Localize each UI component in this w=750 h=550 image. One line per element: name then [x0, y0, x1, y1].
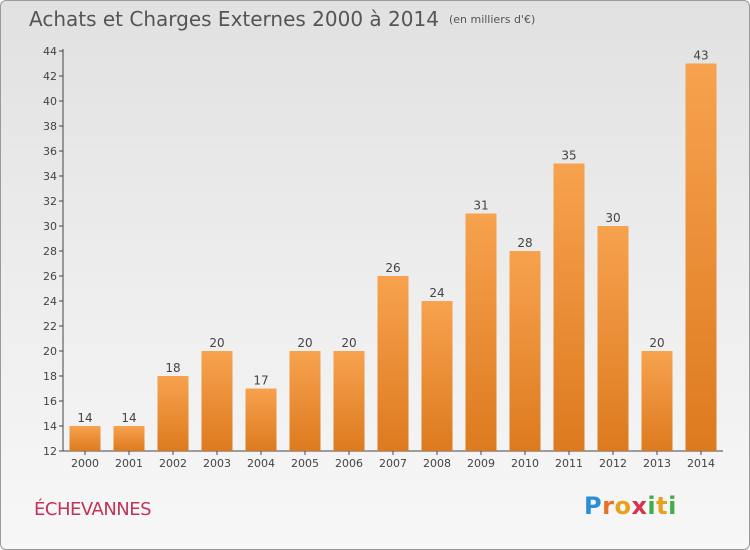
y-tick-label: 20 [43, 345, 57, 358]
y-tick-label: 30 [43, 220, 57, 233]
data-label: 43 [693, 49, 708, 63]
title-text: Achats et Charges Externes 2000 à 2014 [29, 7, 439, 31]
y-tick-label: 12 [43, 445, 57, 458]
data-labels: 14 14 18 20 17 20 20 26 24 31 28 35 30 20 43 [77, 49, 708, 426]
bar-2008 [421, 301, 453, 451]
bar-2009 [465, 213, 497, 451]
data-label: 35 [561, 149, 576, 163]
y-tick-label: 14 [43, 420, 57, 433]
x-tick-label: 2014 [687, 457, 715, 470]
bars [69, 63, 717, 451]
bar-2004 [245, 388, 277, 451]
y-tick-label: 34 [43, 170, 57, 183]
bar-2010 [509, 251, 541, 451]
x-tick-label: 2005 [291, 457, 319, 470]
data-label: 28 [517, 236, 532, 250]
y-tick-label: 42 [43, 70, 57, 83]
x-tick-label: 2009 [467, 457, 495, 470]
bar-2011 [553, 163, 585, 451]
bar-2013 [641, 351, 673, 451]
y-tick-label: 18 [43, 370, 57, 383]
y-tick-label: 38 [43, 120, 57, 133]
data-label: 31 [473, 199, 488, 213]
bar-2005 [289, 351, 321, 451]
x-tick-label: 2004 [247, 457, 275, 470]
y-tick-label: 44 [43, 45, 57, 58]
data-label: 26 [385, 261, 400, 275]
bar-2000 [69, 426, 101, 451]
bar-2012 [597, 226, 629, 451]
logo-letter: o [614, 492, 632, 520]
commune-name: ÉCHEVANNES [34, 499, 152, 520]
x-tick-label: 2002 [159, 457, 187, 470]
data-label: 18 [165, 361, 180, 375]
x-tick-label: 2012 [599, 457, 627, 470]
x-tick-label: 2006 [335, 457, 363, 470]
x-tick-label: 2000 [71, 457, 99, 470]
logo-letter: t [656, 492, 669, 520]
bar-2006 [333, 351, 365, 451]
y-tick-label: 40 [43, 95, 57, 108]
data-label: 30 [605, 211, 620, 225]
logo-letter: x [631, 492, 648, 520]
x-tick-label: 2008 [423, 457, 451, 470]
bar-2003 [201, 351, 233, 451]
x-tick-label: 2003 [203, 457, 231, 470]
logo-letter: r [602, 492, 615, 520]
data-label: 20 [649, 336, 664, 350]
axes: 12 14 16 18 20 22 24 26 28 30 32 34 36 38 40 42 44 2000 20… [43, 45, 723, 470]
data-label: 20 [209, 336, 224, 350]
data-label: 14 [77, 411, 92, 425]
x-tick-label: 2013 [643, 457, 671, 470]
x-tick-label: 2011 [555, 457, 583, 470]
logo-letter: i [647, 492, 657, 520]
x-tick-label: 2010 [511, 457, 539, 470]
logo-letter: i [668, 492, 677, 520]
chart-title: Achats et Charges Externes 2000 à 2014 (e… [29, 7, 535, 31]
data-label: 20 [297, 336, 312, 350]
y-tick-label: 24 [43, 295, 57, 308]
data-label: 20 [341, 336, 356, 350]
x-tick-label: 2007 [379, 457, 407, 470]
data-label: 14 [121, 411, 136, 425]
unit-label: (en milliers d'€) [448, 13, 536, 26]
y-tick-label: 22 [43, 320, 57, 333]
bar-2014 [685, 63, 717, 451]
y-tick-label: 32 [43, 195, 57, 208]
data-label: 24 [429, 286, 444, 300]
bar-2001 [113, 426, 145, 451]
proxiti-logo: Proxiti [584, 492, 677, 520]
data-label: 17 [253, 374, 268, 388]
y-tick-label: 28 [43, 245, 57, 258]
bar-2007 [377, 276, 409, 451]
logo-letter: P [584, 492, 603, 520]
bar-2002 [157, 376, 189, 451]
y-tick-label: 36 [43, 145, 57, 158]
y-tick-label: 26 [43, 270, 57, 283]
x-tick-label: 2001 [115, 457, 143, 470]
y-tick-label: 16 [43, 395, 57, 408]
